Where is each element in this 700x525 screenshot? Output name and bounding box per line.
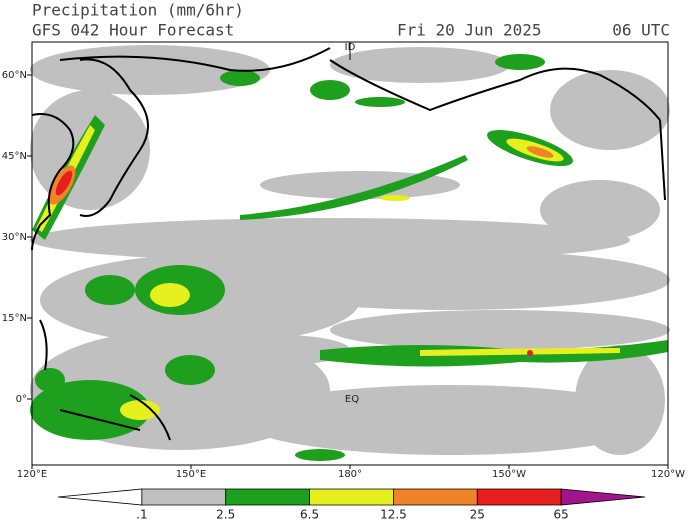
lon-label: 150°E xyxy=(176,469,206,480)
lat-label: 45°N xyxy=(2,151,27,162)
colorbar-segment xyxy=(393,488,478,506)
equator-label: EQ xyxy=(345,394,359,405)
colorbar-label: 2.5 xyxy=(216,508,235,522)
colorbar-label: 25 xyxy=(470,508,485,522)
time: 06 UTC xyxy=(612,21,670,40)
title: Precipitation (mm/6hr) xyxy=(32,1,244,20)
subtitle: GFS 042 Hour Forecast xyxy=(32,21,234,40)
lon-label: 180° xyxy=(338,469,362,480)
colorbar-label: 12.5 xyxy=(380,508,407,522)
date: Fri 20 Jun 2025 xyxy=(397,21,542,40)
colorbar-label: .1 xyxy=(136,508,147,522)
lat-label: 30°N xyxy=(2,232,27,243)
lat-label: 15°N xyxy=(2,313,27,324)
colorbar-segment xyxy=(309,488,394,506)
lon-label: 150°W xyxy=(492,469,526,480)
colorbar: .1 2.5 6.5 12.5 25 65 xyxy=(57,488,646,522)
colorbar-segment xyxy=(476,488,562,506)
colorbar-label: 65 xyxy=(554,508,569,522)
colorbar-label: 6.5 xyxy=(300,508,319,522)
colorbar-segment xyxy=(57,488,143,506)
dateline-label: ID xyxy=(345,42,356,53)
lat-label: 0° xyxy=(16,394,27,405)
map xyxy=(30,41,670,466)
lon-label: 120°W xyxy=(651,469,685,480)
colorbar-segment xyxy=(225,488,310,506)
axes: 60°N 45°N 30°N 15°N 0° 120°E 150°E 180° 150°W 120… xyxy=(2,70,685,480)
colorbar-segment xyxy=(141,488,227,506)
colorbar-segment xyxy=(560,488,646,506)
lat-label: 60°N xyxy=(2,70,27,81)
lon-label: 120°E xyxy=(17,469,47,480)
